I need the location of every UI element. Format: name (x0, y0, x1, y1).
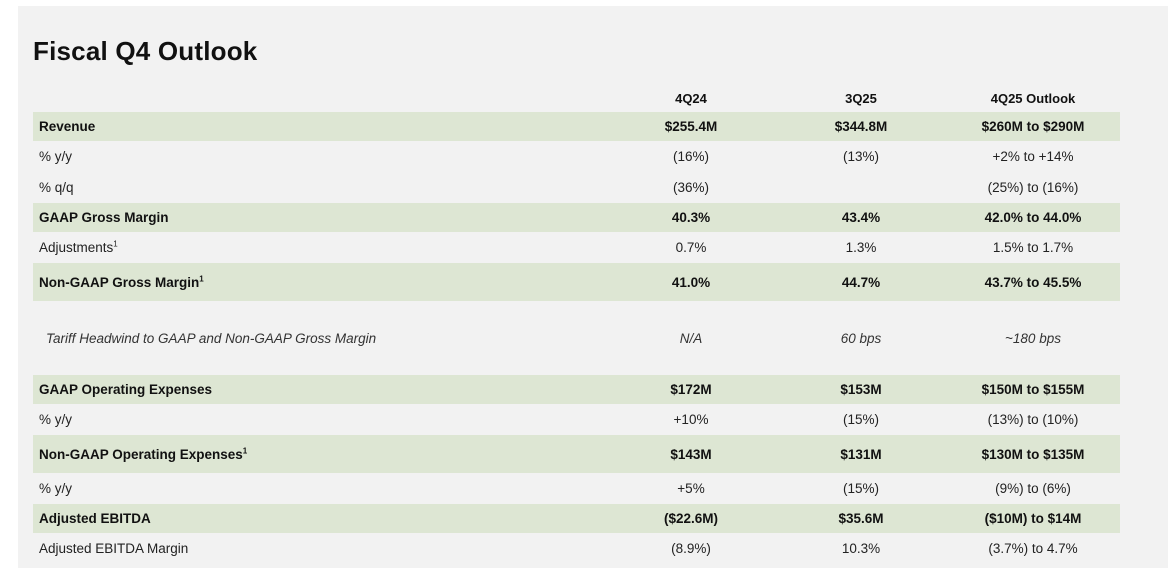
table-cell: +2% to +14% (992, 149, 1074, 164)
table-row: GAAP Operating Expenses $172M $153M $150M t… (33, 375, 1120, 404)
table-cell: $131M (840, 446, 882, 462)
table-cell: ($22.6M) (663, 511, 719, 526)
table-row: % q/q (36%) (25%) to (16%) (33, 172, 1120, 203)
row-label: % y/y (39, 149, 72, 164)
row-label: Adjustments1 (39, 240, 118, 255)
table-cell: 43.4% (841, 210, 881, 225)
table-cell: 1.3% (845, 240, 877, 255)
table-cell: $150M to $155M (981, 382, 1085, 397)
table-cell: 44.7% (841, 274, 881, 290)
table-cell: 43.7% to 45.5% (984, 274, 1082, 290)
table-row: Adjusted EBITDA Margin (8.9%) 10.3% (3.7%) … (33, 533, 1120, 564)
footnote-marker: 1 (242, 446, 248, 455)
table-row: % y/y (16%) (13%) +2% to +14% (33, 141, 1120, 172)
row-label: Adjusted EBITDA Margin (39, 541, 188, 556)
row-label: Adjusted EBITDA (39, 511, 151, 526)
row-label: Revenue (39, 119, 95, 134)
column-header: 4Q25 Outlook (990, 90, 1076, 106)
table-cell: $260M to $290M (981, 119, 1085, 134)
footnote-marker: 1 (199, 274, 204, 283)
row-label-text: % y/y (39, 149, 73, 164)
table-cell: $255.4M (664, 119, 718, 134)
table-row: Adjustments1 0.7% 1.3% 1.5% to 1.7% (33, 232, 1120, 263)
table-cell: 42.0% to 44.0% (984, 210, 1082, 225)
table-cell: (25%) to (16%) (987, 180, 1079, 195)
row-label: Non-GAAP Operating Expenses1 (39, 447, 247, 462)
table-row: Non-GAAP Operating Expenses1 $143M $131M $1… (33, 435, 1120, 473)
row-label: GAAP Operating Expenses (39, 382, 212, 397)
table-cell: ~180 bps (1005, 330, 1061, 346)
column-header: 3Q25 (845, 90, 877, 106)
row-label-text: % y/y (39, 412, 73, 427)
page-title: Fiscal Q4 Outlook (33, 36, 258, 66)
table-row: Tariff Headwind to GAAP and Non-GAAP Gro… (33, 301, 1120, 375)
table-row: % y/y +5% (15%) (9%) to (6%) (33, 473, 1120, 504)
table-cell: $35.6M (838, 511, 884, 526)
column-header: 4Q24 (675, 90, 707, 106)
table-cell: (15%) (842, 412, 880, 427)
table-row: GAAP Gross Margin 40.3% 43.4% 42.0% to 44.0… (33, 203, 1120, 232)
table-cell: +5% (677, 481, 705, 496)
row-label: GAAP Gross Margin (39, 210, 169, 225)
row-label-text: GAAP Gross Margin (39, 210, 169, 225)
table-cell: (13%) to (10%) (987, 412, 1079, 427)
table-cell: +10% (673, 412, 709, 427)
row-label-text: Adjusted EBITDA Margin (39, 541, 189, 556)
row-label-text: Revenue (39, 119, 96, 134)
table-header-row: 4Q24 3Q25 4Q25 Outlook (33, 84, 1120, 112)
row-label-text: GAAP Operating Expenses (39, 382, 213, 397)
table-cell: $344.8M (834, 119, 888, 134)
table-cell: (8.9%) (671, 541, 711, 556)
table-row: Adjusted EBITDA ($22.6M) $35.6M ($10M) to $… (33, 504, 1120, 533)
row-label: Tariff Headwind to GAAP and Non-GAAP Gro… (46, 331, 376, 346)
row-label-text: % y/y (39, 481, 73, 496)
row-label: % q/q (39, 180, 74, 195)
row-label-text: Adjustments (39, 240, 114, 255)
row-label-text: % q/q (39, 180, 74, 195)
table-cell: ($10M) to $14M (984, 511, 1082, 526)
row-label: Non-GAAP Gross Margin1 (39, 275, 204, 290)
table-cell: (13%) (842, 149, 880, 164)
row-label-text: Non-GAAP Operating Expenses (39, 446, 243, 462)
row-label: % y/y (39, 481, 72, 496)
table-cell: (36%) (672, 180, 710, 195)
table-cell: $130M to $135M (981, 446, 1085, 462)
table-cell: 1.5% to 1.7% (992, 240, 1074, 255)
row-label-text: Tariff Headwind to GAAP and Non-GAAP Gro… (46, 330, 377, 346)
table-row: Non-GAAP Gross Margin1 41.0% 44.7% 43.7% to… (33, 263, 1120, 301)
table-row: % y/y +10% (15%) (13%) to (10%) (33, 404, 1120, 435)
table-cell: (3.7%) to 4.7% (988, 541, 1078, 556)
outlook-table: 4Q24 3Q25 4Q25 Outlook Revenue $255.4M $34… (33, 84, 1120, 564)
table-cell: (9%) to (6%) (995, 481, 1071, 496)
table-row: Revenue $255.4M $344.8M $260M to $290M (33, 112, 1120, 141)
table-cell: N/A (679, 330, 703, 346)
row-label-text: Non-GAAP Gross Margin (39, 274, 200, 290)
table-cell: $172M (670, 382, 712, 397)
table-cell: 60 bps (840, 330, 882, 346)
table-body: Revenue $255.4M $344.8M $260M to $290M % y/y… (33, 112, 1120, 564)
table-cell: 10.3% (841, 541, 881, 556)
table-cell: 0.7% (675, 240, 707, 255)
row-label: % y/y (39, 412, 72, 427)
row-label-text: Adjusted EBITDA (39, 511, 151, 526)
table-cell: $153M (840, 382, 882, 397)
table-cell: (15%) (842, 481, 880, 496)
footnote-marker: 1 (113, 239, 118, 249)
table-cell: 41.0% (671, 274, 711, 290)
table-cell: (16%) (672, 149, 710, 164)
table-cell: $143M (670, 446, 712, 462)
table-cell: 40.3% (671, 210, 711, 225)
